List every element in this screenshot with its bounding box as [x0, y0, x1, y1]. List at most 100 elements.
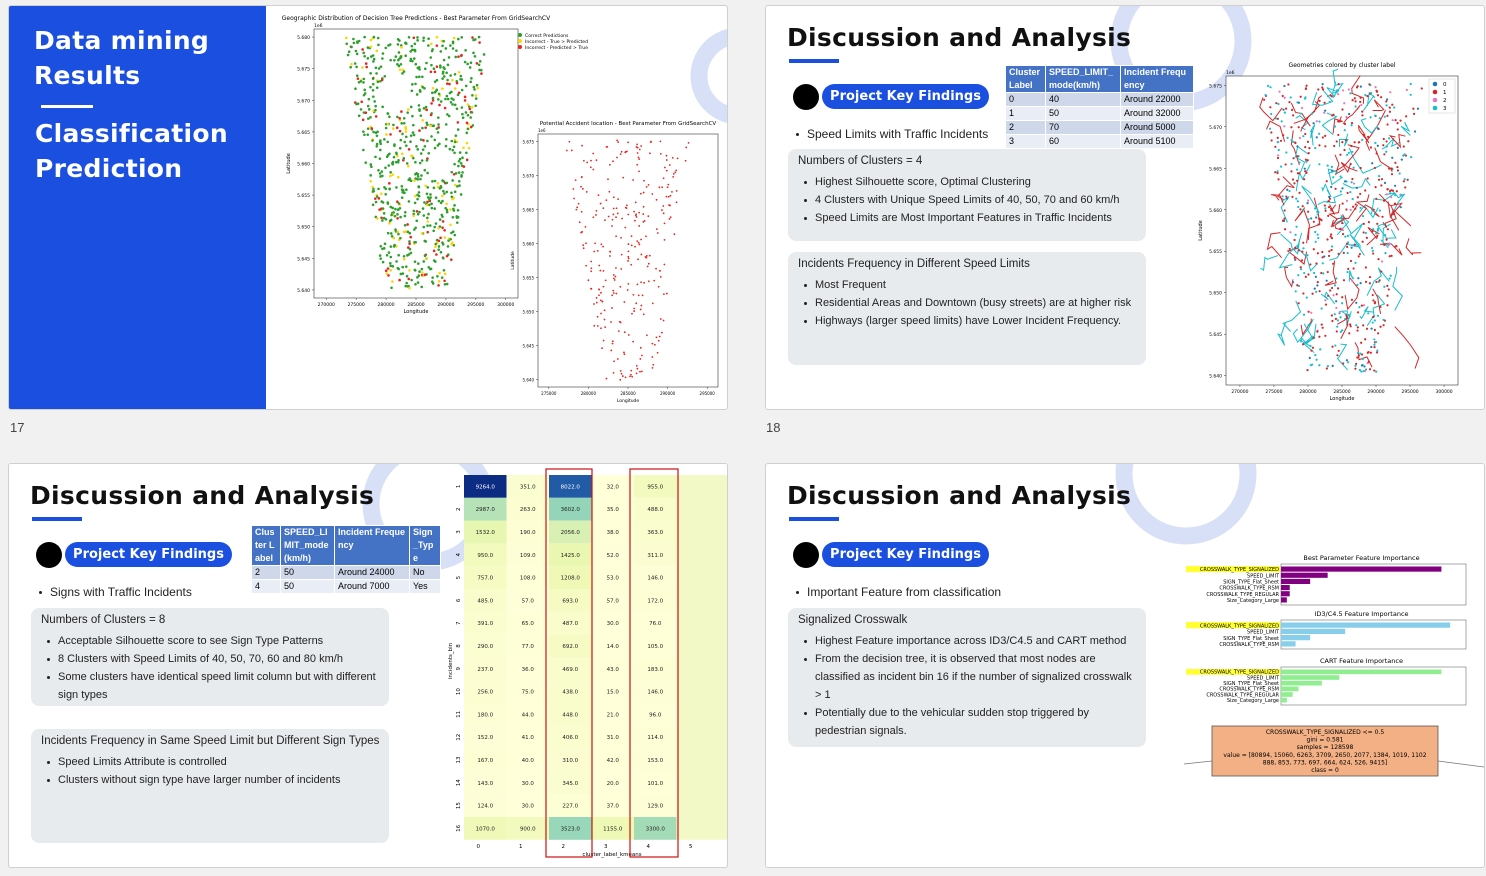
- map-point: [430, 135, 433, 138]
- cell-label: 955.0: [647, 484, 663, 490]
- map-point: [665, 159, 668, 161]
- map-point: [456, 93, 460, 97]
- slide[interactable]: Best Parameter Feature Importance CROSSWA…: [765, 463, 1485, 868]
- heatmap-cell: [591, 566, 634, 589]
- cluster-point: [1379, 325, 1382, 328]
- cluster-point: [1309, 364, 1312, 367]
- cluster-point: [1312, 336, 1315, 339]
- map-point: [426, 224, 429, 227]
- heatmap-cell: [506, 657, 549, 681]
- cluster-point: [1352, 182, 1356, 185]
- map-point: [426, 171, 429, 175]
- cluster-point: [1299, 112, 1302, 115]
- map-point: [636, 152, 639, 154]
- map-point: [394, 228, 397, 231]
- map-point: [400, 110, 403, 113]
- map-point: [355, 52, 359, 56]
- axis-offset: 1e6: [1226, 70, 1235, 76]
- map-point: [400, 152, 404, 156]
- map-point: [423, 201, 426, 204]
- cluster-point: [1324, 145, 1327, 148]
- map-point: [616, 212, 619, 215]
- map-point: [413, 260, 417, 263]
- cluster-point: [1342, 89, 1345, 92]
- legend-swatch: [1432, 81, 1438, 87]
- y-tick-label: 5.670: [1209, 125, 1222, 131]
- map-point: [445, 94, 449, 98]
- map-point: [419, 152, 423, 155]
- cluster-geometry: [1366, 227, 1380, 246]
- cluster-point: [1386, 242, 1390, 246]
- chart-title: Potential Accident location - Best Param…: [540, 121, 717, 127]
- cluster-point: [1316, 281, 1319, 284]
- legend-swatch: [518, 39, 522, 43]
- cluster-point: [1378, 117, 1381, 120]
- importance-bar: [1281, 669, 1442, 675]
- cluster-point: [1412, 112, 1416, 115]
- map-point: [363, 88, 367, 92]
- map-point: [581, 144, 583, 147]
- box-bullet: Highways (larger speed limits) have Lowe…: [798, 312, 1138, 330]
- heatmap-cell: [506, 703, 549, 726]
- cluster-point: [1343, 180, 1347, 183]
- map-point: [469, 61, 473, 65]
- table-cell: 0: [1005, 92, 1046, 107]
- map-point: [425, 159, 429, 162]
- cluster-point: [1277, 154, 1280, 157]
- map-point: [416, 193, 419, 197]
- cluster-point: [1359, 100, 1362, 104]
- y-tick-label: 5: [456, 575, 462, 579]
- map-point: [449, 74, 452, 77]
- map-point: [580, 176, 583, 179]
- cluster-point: [1298, 161, 1301, 164]
- slide-graphics: Geographic Distribution of Decision Tree…: [282, 15, 727, 404]
- map-point: [651, 366, 654, 369]
- cell-label: 448.0: [562, 712, 578, 718]
- heatmap-cell: [591, 748, 634, 772]
- map-point: [450, 195, 454, 199]
- map-point: [466, 127, 470, 131]
- map-point: [426, 216, 429, 220]
- map-point: [634, 214, 637, 217]
- map-point: [687, 141, 690, 144]
- cluster-point: [1327, 214, 1330, 217]
- map-point: [463, 99, 467, 102]
- map-point: [639, 358, 642, 360]
- x-tick-label: 2: [562, 844, 566, 850]
- map-point: [382, 212, 386, 215]
- heatmap-cell: [464, 497, 507, 521]
- map-point: [464, 84, 468, 88]
- cluster-point: [1380, 178, 1384, 181]
- chart-title: Geometries colored by cluster label: [1289, 62, 1396, 69]
- map-point: [467, 105, 471, 108]
- cluster-point: [1283, 125, 1286, 128]
- cluster-point: [1303, 167, 1306, 170]
- map-point: [362, 77, 366, 81]
- map-point: [439, 250, 443, 254]
- map-point: [387, 44, 390, 47]
- map-point: [393, 144, 396, 148]
- map-point: [430, 102, 433, 105]
- map-point: [627, 255, 630, 258]
- map-point: [645, 256, 648, 259]
- bullet-dot: [47, 761, 50, 764]
- x-tick-label: 285000: [620, 391, 636, 396]
- map-point: [598, 264, 601, 267]
- cell-label: 57.0: [522, 598, 535, 604]
- map-point: [420, 267, 424, 271]
- map-point: [380, 170, 384, 173]
- map-point: [615, 267, 617, 269]
- map-point: [602, 339, 605, 342]
- slide[interactable]: Geographic Distribution of Decision Tree…: [8, 5, 728, 410]
- map-point: [453, 204, 456, 207]
- cluster-point: [1384, 252, 1387, 255]
- cell-label: 31.0: [607, 735, 620, 741]
- cluster-point: [1376, 144, 1379, 147]
- slide[interactable]: Geometries colored by cluster label 1e6 5.…: [765, 5, 1485, 410]
- slide[interactable]: 9264.0 351.0 8022.0 32.0 955.0 2987.0 263.0 360…: [8, 463, 728, 868]
- map-point: [613, 279, 616, 281]
- map-point: [622, 176, 625, 179]
- y-tick-label: 5.660: [523, 242, 535, 247]
- cluster-point: [1320, 323, 1323, 326]
- map-point: [355, 102, 358, 106]
